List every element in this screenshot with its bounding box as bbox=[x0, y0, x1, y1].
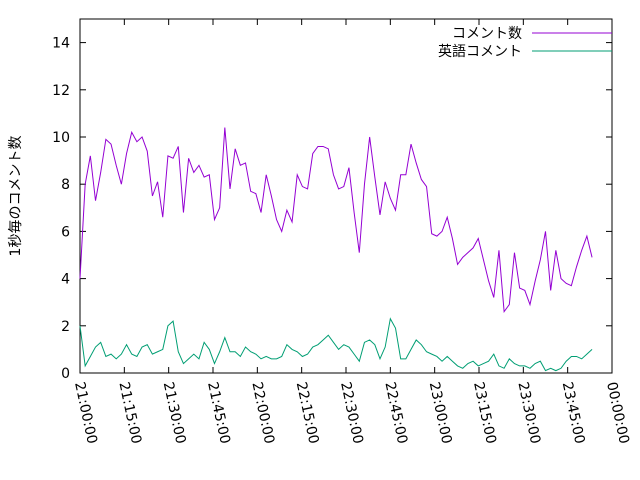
y-axis-label: 1秒毎のコメント数 bbox=[8, 136, 24, 257]
x-tick-label: 22:15:00 bbox=[293, 381, 322, 446]
x-tick-label: 22:00:00 bbox=[248, 381, 277, 446]
series-line bbox=[79, 317, 593, 372]
y-tick-label: 10 bbox=[52, 130, 70, 146]
y-tick-label: 0 bbox=[61, 366, 70, 382]
y-tick-label: 2 bbox=[61, 319, 70, 335]
x-tick-label: 23:30:00 bbox=[514, 381, 543, 446]
x-tick-label: 21:30:00 bbox=[160, 381, 189, 446]
y-tick-label: 12 bbox=[52, 83, 70, 99]
x-tick-label: 22:45:00 bbox=[381, 381, 410, 446]
x-tick-label: 00:00:00 bbox=[603, 381, 632, 446]
y-tick-label: 14 bbox=[52, 36, 70, 52]
x-tick-label: 21:45:00 bbox=[204, 381, 233, 446]
y-tick-label: 6 bbox=[61, 224, 70, 240]
x-tick-label: 23:00:00 bbox=[426, 381, 455, 446]
y-tick-label: 8 bbox=[61, 177, 70, 193]
legend-label: 英語コメント bbox=[438, 43, 522, 60]
legend-label: コメント数 bbox=[452, 26, 522, 42]
x-tick-label: 23:45:00 bbox=[559, 381, 588, 446]
x-tick-label: 21:15:00 bbox=[115, 381, 144, 446]
x-tick-label: 22:30:00 bbox=[337, 381, 366, 446]
x-tick-label: 23:15:00 bbox=[470, 381, 499, 446]
x-tick-label: 21:00:00 bbox=[71, 381, 100, 446]
series-line bbox=[79, 127, 593, 314]
y-tick-label: 4 bbox=[61, 272, 70, 288]
